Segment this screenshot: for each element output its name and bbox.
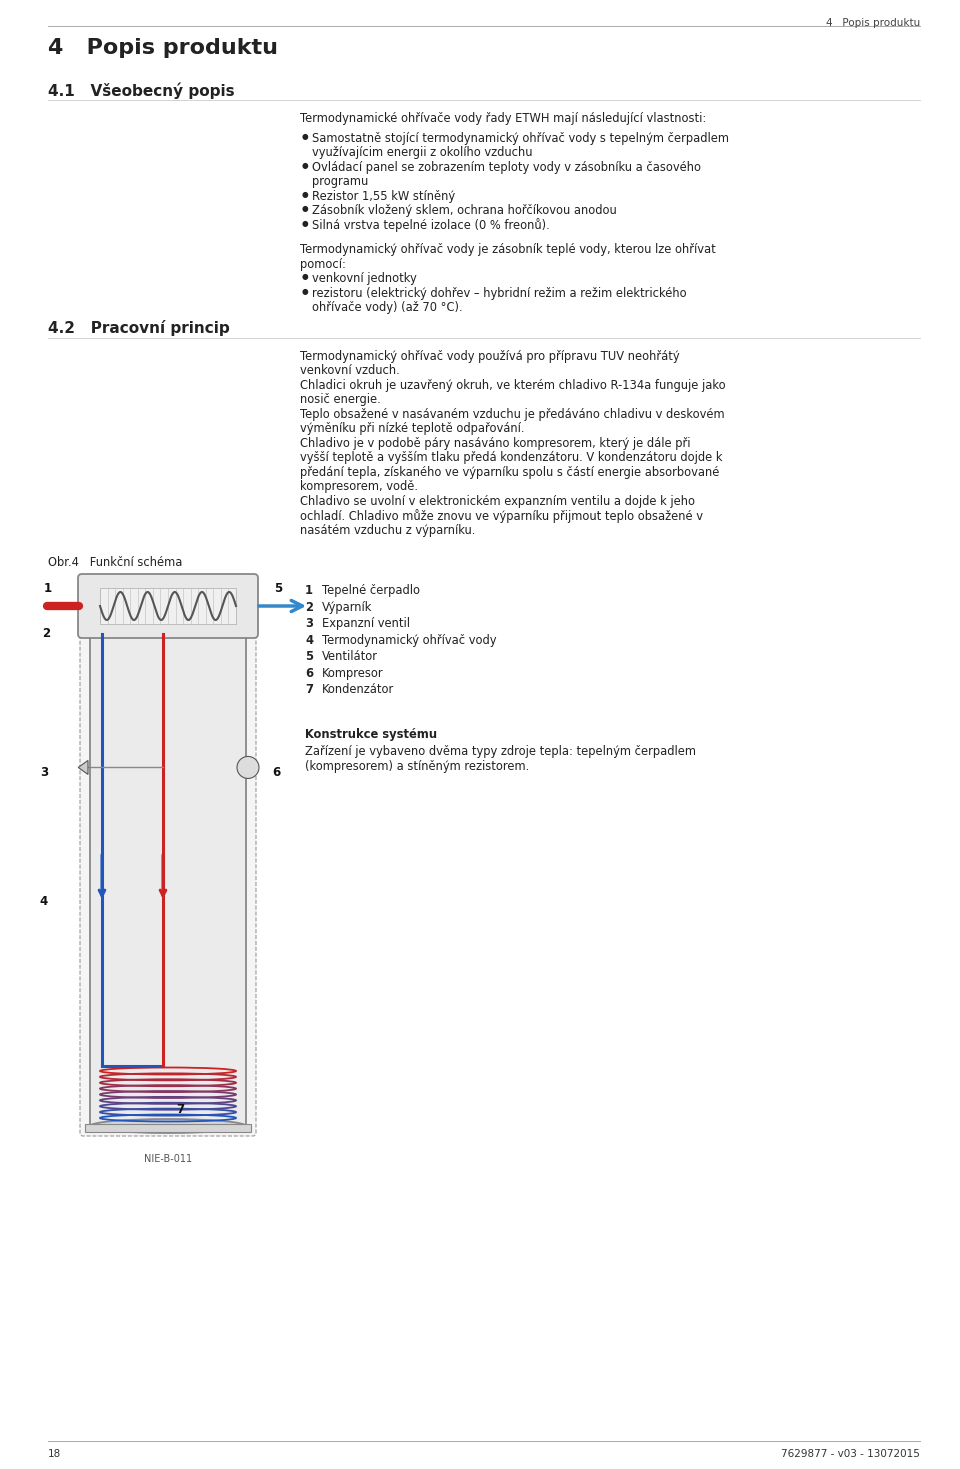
Text: 4.2   Pracovní princip: 4.2 Pracovní princip [48,319,229,335]
Text: 1: 1 [44,582,52,595]
Text: Chladici okruh je uzavřený okruh, ve kterém chladivo R-134a funguje jako: Chladici okruh je uzavřený okruh, ve kte… [300,379,726,392]
Text: ●: ● [302,272,308,281]
Text: Termodynamický ohřívač vody: Termodynamický ohřívač vody [322,633,496,646]
Bar [85,1124,251,1133]
Text: nosič energie.: nosič energie. [300,394,381,405]
Text: ●: ● [302,204,308,213]
Text: programu: programu [312,175,369,188]
Text: 5: 5 [274,582,282,595]
Text: vyšší teplotě a vyšším tlaku předá kondenzátoru. V kondenzátoru dojde k: vyšší teplotě a vyšším tlaku předá konde… [300,451,723,464]
Circle shape [237,757,259,779]
Text: NIE-B-011: NIE-B-011 [144,1155,192,1163]
Text: výměníku při nízké teplotě odpařování.: výměníku při nízké teplotě odpařování. [300,422,524,435]
Text: ohřívače vody) (až 70 °C).: ohřívače vody) (až 70 °C). [312,301,463,314]
Text: Obr.4   Funkční schéma: Obr.4 Funkční schéma [48,555,182,569]
Text: Ventilátor: Ventilátor [322,649,378,663]
FancyBboxPatch shape [80,618,256,1136]
Text: Ovládací panel se zobrazením teploty vody v zásobníku a časového: Ovládací panel se zobrazením teploty vod… [312,160,701,173]
Text: Kondenzátor: Kondenzátor [322,683,395,696]
Bar [90,629,246,1127]
Text: 4: 4 [305,633,313,646]
Text: 18: 18 [48,1448,61,1459]
Text: 4   Popis produktu: 4 Popis produktu [48,38,278,57]
Text: Samostatně stojící termodynamický ohřívač vody s tepelným čerpadlem: Samostatně stojící termodynamický ohříva… [312,132,729,144]
Text: 4   Popis produktu: 4 Popis produktu [826,18,920,28]
Text: Tepelné čerpadlo: Tepelné čerpadlo [322,585,420,596]
Text: 1: 1 [305,585,313,596]
Text: 5: 5 [305,649,313,663]
Text: 2: 2 [305,601,313,614]
Bar [100,588,236,624]
Text: venkovní jednotky: venkovní jednotky [312,272,417,285]
Text: Konstrukce systému: Konstrukce systému [305,727,437,740]
FancyBboxPatch shape [78,574,258,638]
Polygon shape [78,761,88,774]
Text: Kompresor: Kompresor [322,667,384,680]
Ellipse shape [90,621,246,635]
Text: ●: ● [302,219,308,228]
Text: 2: 2 [42,626,50,639]
Text: Silná vrstva tepelné izolace (0 % freonů).: Silná vrstva tepelné izolace (0 % freonů… [312,219,550,232]
Text: 3: 3 [305,617,313,630]
Text: Termodynamické ohřívače vody řady ETWH mají následující vlastnosti:: Termodynamické ohřívače vody řady ETWH m… [300,112,707,125]
Text: 7: 7 [305,683,313,696]
Text: Rezistor 1,55 kW stíněný: Rezistor 1,55 kW stíněný [312,190,455,203]
Text: využívajícim energii z okolího vzduchu: využívajícim energii z okolího vzduchu [312,145,533,159]
Text: ●: ● [302,190,308,198]
Text: Zásobník vložený sklem, ochrana hořčíkovou anodou: Zásobník vložený sklem, ochrana hořčíkov… [312,204,616,217]
Text: 4: 4 [40,896,48,908]
Text: 6: 6 [272,765,280,779]
Text: rezistoru (elektrický dohřev – hybridní režim a režim elektrického: rezistoru (elektrický dohřev – hybridní … [312,286,686,300]
Text: Zařízení je vybaveno dvěma typy zdroje tepla: tepelným čerpadlem: Zařízení je vybaveno dvěma typy zdroje t… [305,745,696,758]
Text: nasátém vzduchu z výparníku.: nasátém vzduchu z výparníku. [300,523,475,536]
Text: venkovní vzduch.: venkovní vzduch. [300,364,399,378]
Ellipse shape [90,1119,246,1133]
Text: ochladí. Chladivo může znovu ve výparníku přijmout teplo obsažené v: ochladí. Chladivo může znovu ve výparník… [300,508,703,523]
Text: Chladivo se uvolní v elektronickém expanzním ventilu a dojde k jeho: Chladivo se uvolní v elektronickém expan… [300,495,695,507]
Text: Teplo obsažené v nasávaném vzduchu je předáváno chladivu v deskovém: Teplo obsažené v nasávaném vzduchu je př… [300,407,725,420]
Text: 7: 7 [176,1103,184,1116]
Text: pomocí:: pomocí: [300,257,346,270]
Text: ●: ● [302,286,308,295]
Text: (kompresorem) a stíněným rezistorem.: (kompresorem) a stíněným rezistorem. [305,759,529,773]
Text: Termodynamický ohřívač vody je zásobník teplé vody, kterou lze ohřívat: Termodynamický ohřívač vody je zásobník … [300,242,716,256]
Text: kompresorem, vodě.: kompresorem, vodě. [300,480,418,494]
Text: Výparník: Výparník [322,601,372,614]
Text: ●: ● [302,132,308,141]
Text: 7629877 - v03 - 13072015: 7629877 - v03 - 13072015 [781,1448,920,1459]
Text: 3: 3 [40,765,48,779]
Text: Termodynamický ohřívač vody používá pro přípravu TUV neohřátý: Termodynamický ohřívač vody používá pro … [300,350,680,363]
Text: 4.1   Všeobecný popis: 4.1 Všeobecný popis [48,82,234,98]
Text: 6: 6 [305,667,313,680]
Text: ●: ● [302,160,308,169]
Text: Expanzní ventil: Expanzní ventil [322,617,410,630]
Text: Chladivo je v podobě páry nasáváno kompresorem, který je dále při: Chladivo je v podobě páry nasáváno kompr… [300,436,690,450]
Text: předání tepla, získaného ve výparníku spolu s částí energie absorbované: předání tepla, získaného ve výparníku sp… [300,466,719,479]
